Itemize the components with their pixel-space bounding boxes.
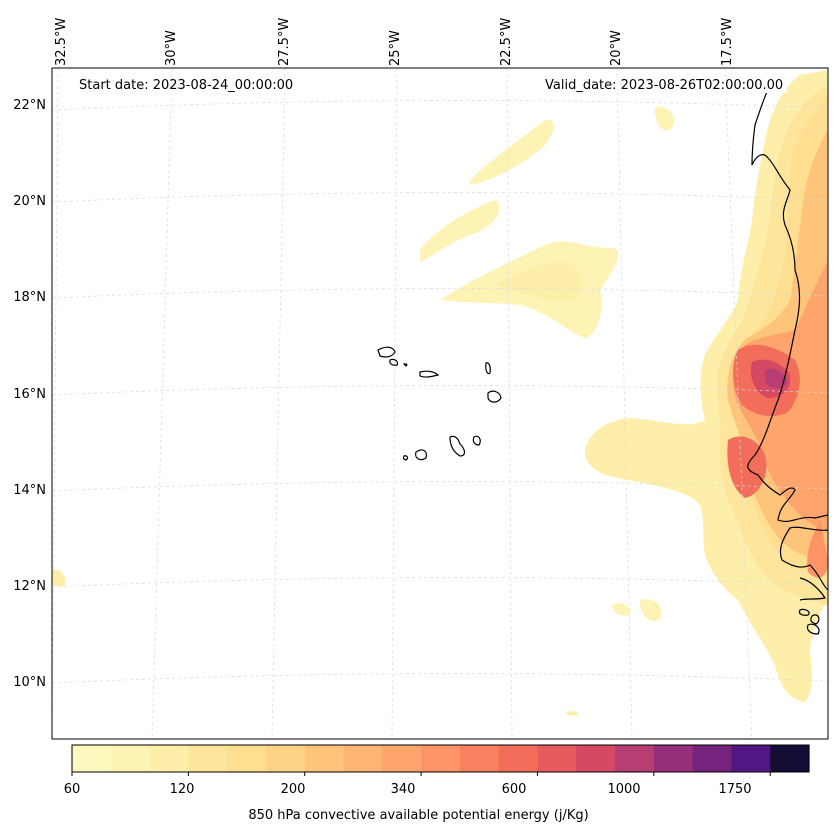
- colorbar-segment: [770, 745, 810, 772]
- cape-verde-santo-antao: [377, 346, 396, 358]
- colorbar-tick-600: 600: [501, 782, 527, 797]
- cape-verde-sao-vicente: [389, 358, 399, 366]
- parallel-10n: [52, 673, 828, 684]
- cape-region-east-10: [765, 368, 788, 389]
- lon-label-25w: 25°W: [388, 30, 403, 66]
- cape-verde-sao-nicolau: [419, 370, 440, 378]
- graticule: [52, 68, 828, 739]
- parallel-20n: [52, 192, 828, 203]
- cape-verde-santiago: [449, 435, 466, 457]
- cape-patch-south-fleck: [566, 711, 579, 716]
- cape-patch-far-west: [52, 569, 66, 587]
- map-frame: [51, 67, 829, 740]
- colorbar-tick-marks: [71, 772, 771, 776]
- cape-verde-boa-vista: [487, 390, 502, 403]
- meridian-20w: [616, 68, 633, 739]
- parallel-16n: [52, 385, 828, 396]
- colorbar-segment: [188, 745, 228, 772]
- colorbar-segment: [498, 745, 539, 772]
- colorbar-segment: [537, 745, 577, 772]
- lon-label-32-5w: 32.5°W: [54, 17, 69, 66]
- africa-coastline: [747, 84, 828, 522]
- colorbar-tick-340: 340: [390, 782, 416, 797]
- cape-patch-northeast: [654, 106, 674, 131]
- valid-date-label: Valid_date: 2023-08-26T02:00:00.00: [541, 78, 788, 93]
- start-date-label: Start date: 2023-08-24_00:00:00: [75, 78, 298, 93]
- parallel-14n: [52, 481, 828, 492]
- colorbar-segment: [304, 745, 345, 772]
- lon-label-20w: 20°W: [609, 30, 624, 66]
- meridian-22-5w: [506, 68, 513, 739]
- guinea-bissau-coast: [799, 577, 826, 601]
- cape-verde-maio: [472, 435, 481, 446]
- cape-verde-fogo: [415, 449, 427, 461]
- parallel-22n: [52, 100, 828, 111]
- lat-label-20n: 20°N: [13, 194, 46, 209]
- colorbar-segment: [149, 745, 189, 772]
- colorbar-frame: [71, 744, 810, 773]
- colorbar-segment: [421, 745, 461, 772]
- lon-label-27-5w: 27.5°W: [277, 17, 292, 66]
- cape-verde-sal: [485, 362, 491, 375]
- cape-patch-west: [420, 200, 500, 262]
- parallel-18n: [52, 288, 828, 299]
- colorbar-segment: [110, 745, 151, 772]
- meridian-27-5w: [271, 68, 286, 739]
- cape-patch-south-west: [612, 603, 631, 616]
- colorbar-segment: [382, 745, 422, 772]
- colorbar-segment: [72, 745, 112, 772]
- lat-label-12n: 12°N: [13, 579, 46, 594]
- parallel-12n: [52, 577, 828, 588]
- bijagos-islands: [798, 608, 820, 635]
- lat-label-14n: 14°N: [13, 483, 46, 498]
- colorbar-segment: [459, 745, 500, 772]
- colorbar-tick-60: 60: [63, 782, 81, 797]
- senegal-gambia-coast: [779, 526, 828, 591]
- lat-label-16n: 16°N: [13, 387, 46, 402]
- colorbar-segment: [227, 745, 267, 772]
- meridian-32-5w: [52, 68, 59, 739]
- lat-label-10n: 10°N: [13, 675, 46, 690]
- cape-field: [52, 70, 828, 716]
- meridian-17-5w: [724, 68, 753, 739]
- cape-region-east-6: [807, 520, 828, 578]
- colorbar-segment: [731, 745, 771, 772]
- colorbar-segment: [576, 745, 616, 772]
- colorbar-label: 850 hPa convective available potential e…: [248, 808, 589, 823]
- colorbar-tick-120: 120: [169, 782, 195, 797]
- colorbar-segment: [265, 745, 306, 772]
- colorbar-tick-1750: 1750: [718, 782, 752, 797]
- lon-label-22-5w: 22.5°W: [499, 17, 514, 66]
- meridian-25w: [391, 68, 398, 739]
- colorbar-segment: [343, 745, 383, 772]
- map-background: [52, 68, 828, 739]
- colorbar-segment: [615, 745, 655, 772]
- colorbar-tick-200: 200: [280, 782, 306, 797]
- cape-patch-north: [470, 119, 555, 185]
- lon-label-17-5w: 17.5°W: [720, 17, 735, 66]
- cape-patch-south: [640, 599, 662, 621]
- lat-label-18n: 18°N: [13, 290, 46, 305]
- cape-patch-central-core: [495, 262, 584, 301]
- colorbar-segment: [692, 745, 733, 772]
- colorbar-segment: [653, 745, 694, 772]
- lon-label-30w: 30°W: [164, 30, 179, 66]
- colorbar: [72, 745, 810, 772]
- cape-verde-brava: [402, 455, 409, 461]
- cape-verde-santa-luzia: [402, 363, 408, 367]
- colorbar-tick-1000: 1000: [607, 782, 641, 797]
- lat-label-22n: 22°N: [13, 98, 46, 113]
- coastlines: [377, 84, 828, 635]
- meridian-30w: [151, 68, 173, 739]
